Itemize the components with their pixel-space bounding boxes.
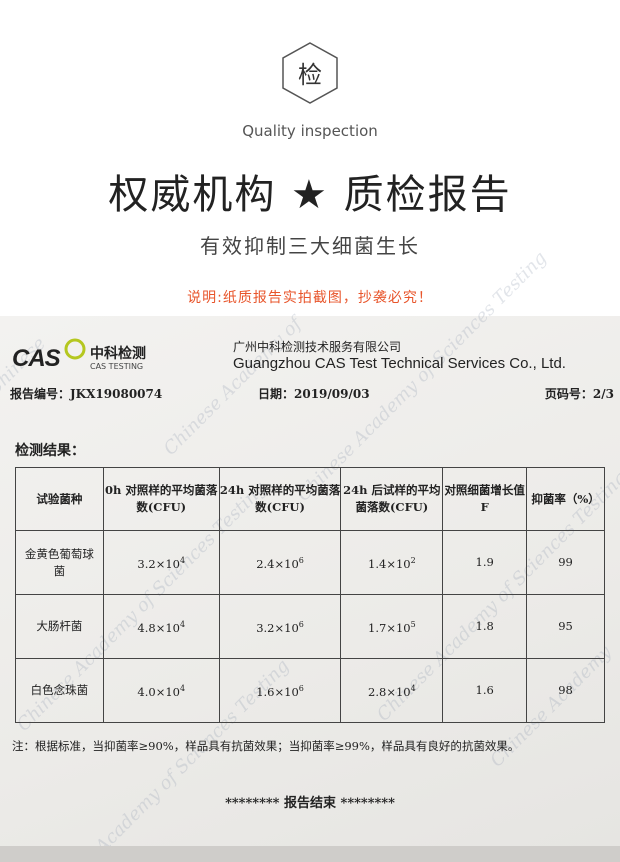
cell-24h-sample: 1.4×102 (340, 530, 444, 595)
cell-24h-sample: 2.8×104 (340, 658, 444, 723)
report-date: 日期：2019/09/03 (258, 387, 370, 401)
badge-char: 检 (298, 61, 322, 89)
cell-0h-control-base: 3.2×10 (137, 556, 180, 571)
table-row: 白色念珠菌 4.0×104 1.6×106 2.8×104 1.6 98 (15, 658, 605, 723)
cell-24h-sample-base: 2.8×10 (368, 684, 411, 699)
cell-0h-control-exponent: 4 (179, 620, 186, 630)
header-rate: 抑菌率（%） (526, 467, 605, 531)
copyright-note: 说明:纸质报告实拍截图，抄袭必究！ (187, 290, 433, 306)
strain-name: 金黄色葡萄球菌 (15, 530, 104, 595)
hexagon-badge (282, 42, 338, 104)
cell-24h-control: 2.4×106 (218, 530, 342, 595)
strain-name: 白色念珠菌 (15, 658, 104, 723)
header-growth-f: 对照细菌增长值F (442, 467, 528, 531)
table-row: 大肠杆菌 4.8×104 3.2×106 1.7×105 1.8 95 (15, 594, 605, 659)
cell-24h-control-base: 3.2×10 (256, 620, 299, 635)
results-table: 试验菌种 0h 对照样的平均菌落数(CFU) 24h 对照样的平均菌落数(CFU… (15, 467, 605, 723)
section-title: 检测结果： (15, 443, 85, 459)
cell-0h-control-exponent: 4 (179, 684, 186, 694)
cell-0h-control-exponent: 4 (179, 556, 186, 566)
cell-24h-sample: 1.7×105 (340, 594, 444, 659)
header-strain: 试验菌种 (15, 467, 104, 531)
cell-rate: 99 (526, 530, 605, 595)
cell-24h-sample-exponent: 5 (410, 620, 416, 630)
report-end: ******** 报告结束 ******** (225, 796, 395, 811)
cell-0h-control-base: 4.0×10 (137, 684, 180, 699)
page-number: 页码号：2/3 (544, 387, 614, 401)
cell-rate: 98 (526, 658, 605, 723)
cell-growth-f: 1.8 (442, 594, 528, 659)
table-header-row: 试验菌种 0h 对照样的平均菌落数(CFU) 24h 对照样的平均菌落数(CFU… (15, 467, 605, 531)
cell-growth-f: 1.9 (442, 530, 528, 595)
subtitle-en: Quality inspection (242, 122, 378, 140)
cell-0h-control: 4.8×104 (102, 594, 220, 659)
footnote: 注：根据标准，当抑菌率≥90%，样品具有抗菌效果；当抑菌率≥99%，样品具有良好… (12, 739, 520, 753)
page-title: 权威机构 ★ 质检报告 (108, 172, 512, 218)
cell-24h-sample-exponent: 4 (410, 684, 416, 694)
cell-0h-control: 3.2×104 (102, 530, 220, 595)
header-24h-sample: 24h 后试样的平均菌落数(CFU) (340, 467, 444, 531)
company-name-en: Guangzhou CAS Test Technical Services Co… (233, 355, 566, 372)
company-name-cn: 广州中科检测技术服务有限公司 (233, 340, 402, 354)
paper-edge (0, 846, 620, 862)
logo-name-en: CAS TESTING (90, 362, 144, 371)
cell-24h-control: 1.6×106 (218, 658, 342, 723)
cell-growth-f: 1.6 (442, 658, 528, 723)
report-number: 报告编号：JKX19080074 (10, 387, 163, 401)
tagline: 有效抑制三大细菌生长 (200, 234, 420, 258)
cell-24h-control-base: 2.4×10 (256, 556, 299, 571)
cell-24h-sample-base: 1.7×10 (368, 620, 411, 635)
cell-24h-sample-base: 1.4×10 (368, 556, 411, 571)
cell-0h-control-base: 4.8×10 (137, 620, 180, 635)
header-24h-control: 24h 对照样的平均菌落数(CFU) (218, 467, 342, 531)
cell-24h-sample-exponent: 2 (410, 556, 416, 566)
cell-24h-control-exponent: 6 (298, 556, 304, 566)
strain-name: 大肠杆菌 (15, 594, 104, 659)
cell-rate: 95 (526, 594, 605, 659)
cell-0h-control: 4.0×104 (102, 658, 220, 723)
header-0h-control: 0h 对照样的平均菌落数(CFU) (102, 467, 220, 531)
cell-24h-control-exponent: 6 (298, 620, 304, 630)
cas-logo-icon (64, 338, 86, 360)
logo-name-cn: 中科检测 (90, 346, 146, 362)
table-row: 金黄色葡萄球菌 3.2×104 2.4×106 1.4×102 1.9 99 (15, 530, 605, 595)
cell-24h-control-exponent: 6 (298, 684, 304, 694)
logo-mark: CAS (12, 345, 61, 372)
cell-24h-control: 3.2×106 (218, 594, 342, 659)
cell-24h-control-base: 1.6×10 (256, 684, 299, 699)
